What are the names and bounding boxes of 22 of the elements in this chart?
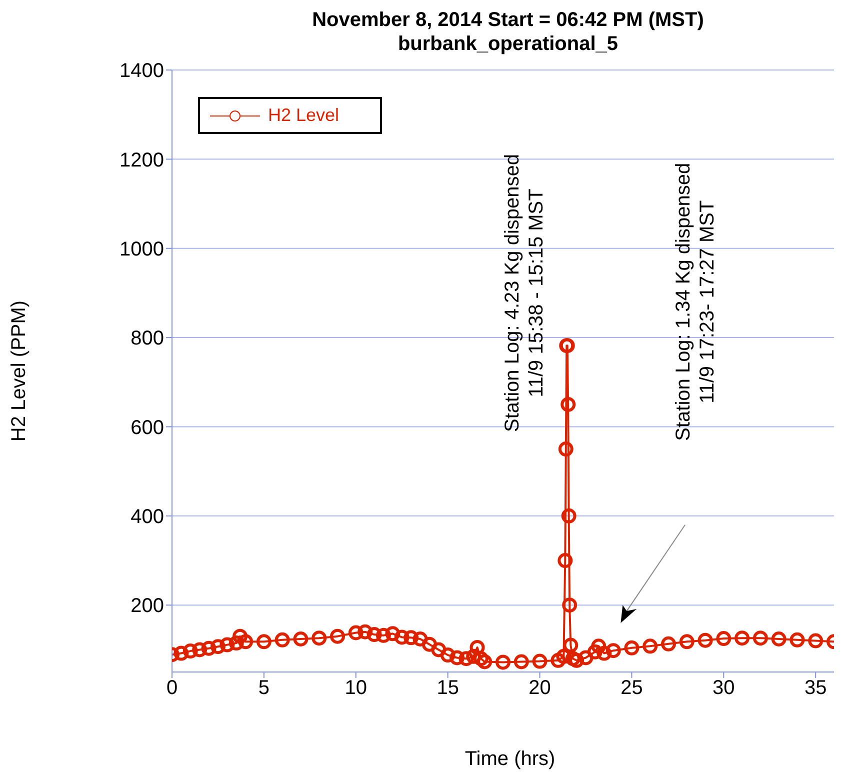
x-tick-label: 20 [528, 677, 551, 700]
x-tick-label: 5 [258, 677, 270, 700]
x-tick-label: 0 [166, 677, 178, 700]
x-axis-title: Time (hrs) [464, 748, 556, 771]
x-tick-label: 10 [344, 677, 368, 700]
x-tick-label: 15 [436, 677, 459, 700]
x-tick-label: 35 [804, 677, 827, 700]
y-tick-label: 800 [130, 328, 164, 350]
legend-label: H2 Level [268, 105, 340, 126]
y-tick-label: 1000 [120, 238, 164, 260]
chart-subtitle: burbank_operational_5 [396, 32, 620, 56]
y-tick-label: 200 [130, 595, 164, 618]
x-tick-label: 25 [620, 677, 643, 700]
chart-title: November 8, 2014 Start = 06:42 PM (MST) [311, 8, 705, 32]
y-tick-label: 400 [130, 506, 164, 528]
annotation: Station Log: 4.23 Kg dispensed 11/9 15:38 - 15:15 MST [502, 154, 548, 432]
y-axis-title: H2 Level (PPM) [8, 300, 30, 442]
y-tick-label: 1400 [120, 60, 164, 82]
annotation: Station Log: 1.34 Kg dispensed 11/9 17:23- 17:27 MST [672, 162, 719, 441]
y-tick-label: 600 [130, 416, 164, 439]
x-tick-label: 30 [712, 677, 735, 700]
y-tick-label: 1200 [120, 149, 164, 172]
